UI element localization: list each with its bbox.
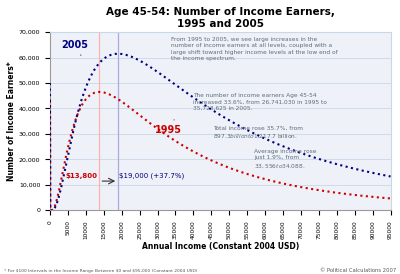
Title: Age 45-54: Number of Income Earners,
1995 and 2005: Age 45-54: Number of Income Earners, 199… [106, 7, 335, 28]
Text: $13,800: $13,800 [66, 173, 98, 179]
Text: From 1995 to 2005, we see large increases in the
number of income earners at all: From 1995 to 2005, we see large increase… [171, 36, 338, 61]
Y-axis label: Number of Income Earners*: Number of Income Earners* [7, 61, 16, 181]
Text: The number of income earners Age 45-54
increased 33.6%, from 26,741,030 in 1995 : The number of income earners Age 45-54 i… [193, 93, 327, 111]
X-axis label: Annual Income (Constant 2004 USD): Annual Income (Constant 2004 USD) [142, 242, 299, 251]
Text: 1995: 1995 [155, 120, 182, 135]
Text: $19,000 (+37.7%): $19,000 (+37.7%) [119, 173, 184, 179]
Text: * For $100 Intervals in the Income Range Between $0 and $95,000 (Constant 2004 U: * For $100 Intervals in the Income Range… [4, 269, 197, 273]
Text: Total income rose 35.7%, from
$897.3 billion to $1,217.7 billion.: Total income rose 35.7%, from $897.3 bil… [214, 126, 304, 140]
Text: Average income rose
just 1.9%, from
$33,556 to $34,088.: Average income rose just 1.9%, from $33,… [254, 149, 317, 170]
Text: 2005: 2005 [62, 40, 88, 55]
Text: © Political Calculations 2007: © Political Calculations 2007 [320, 268, 396, 273]
